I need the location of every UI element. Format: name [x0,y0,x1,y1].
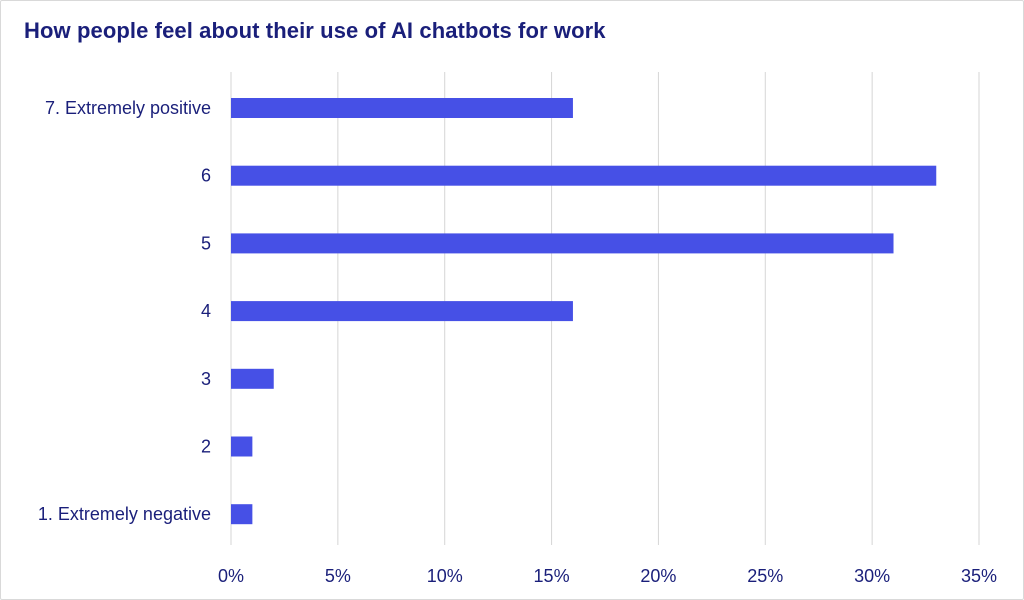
bar [231,98,573,118]
bars [231,98,937,525]
category-label: 5 [201,233,211,253]
category-label: 2 [201,437,211,457]
x-tick-label: 15% [534,566,570,586]
category-label: 4 [201,301,211,321]
x-tick-label: 0% [218,566,244,586]
x-tick-label: 10% [427,566,463,586]
x-tick-label: 25% [747,566,783,586]
x-tick-label: 35% [961,566,997,586]
x-axis-tick-labels: 0% 5% 10% 15% 20% 25% 30% 35% [218,566,997,586]
category-labels: 7. Extremely positive 6 5 4 3 2 1. Extremely n… [38,98,211,524]
category-label: 3 [201,369,211,389]
bar [231,301,573,322]
bar [231,436,253,457]
chart-title: How people feel about their use of AI ch… [24,18,606,43]
bar [231,504,253,525]
bar [231,165,937,186]
bar [231,368,274,389]
x-tick-label: 30% [854,566,890,586]
bar [231,233,894,254]
category-label: 1. Extremely negative [38,504,211,524]
x-tick-label: 5% [325,566,351,586]
category-label: 6 [201,166,211,186]
category-label: 7. Extremely positive [45,98,211,118]
x-tick-label: 20% [640,566,676,586]
